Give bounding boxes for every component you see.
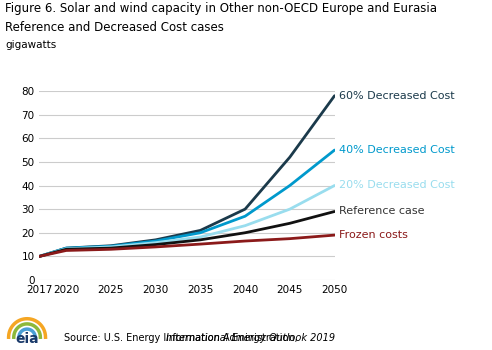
Text: 20% Decreased Cost: 20% Decreased Cost	[339, 181, 455, 190]
Text: Source: U.S. Energy Information Administration,: Source: U.S. Energy Information Administ…	[64, 333, 301, 343]
Text: Figure 6. Solar and wind capacity in Other non-OECD Europe and Eurasia: Figure 6. Solar and wind capacity in Oth…	[5, 2, 437, 15]
Text: International Energy Outlook 2019: International Energy Outlook 2019	[166, 333, 335, 343]
Text: Reference and Decreased Cost cases: Reference and Decreased Cost cases	[5, 21, 224, 34]
Text: Reference case: Reference case	[339, 206, 425, 217]
Text: eia: eia	[15, 331, 39, 345]
Text: 60% Decreased Cost: 60% Decreased Cost	[339, 91, 455, 101]
Text: Frozen costs: Frozen costs	[339, 230, 408, 240]
Text: 40% Decreased Cost: 40% Decreased Cost	[339, 145, 455, 155]
Text: gigawatts: gigawatts	[5, 40, 56, 50]
